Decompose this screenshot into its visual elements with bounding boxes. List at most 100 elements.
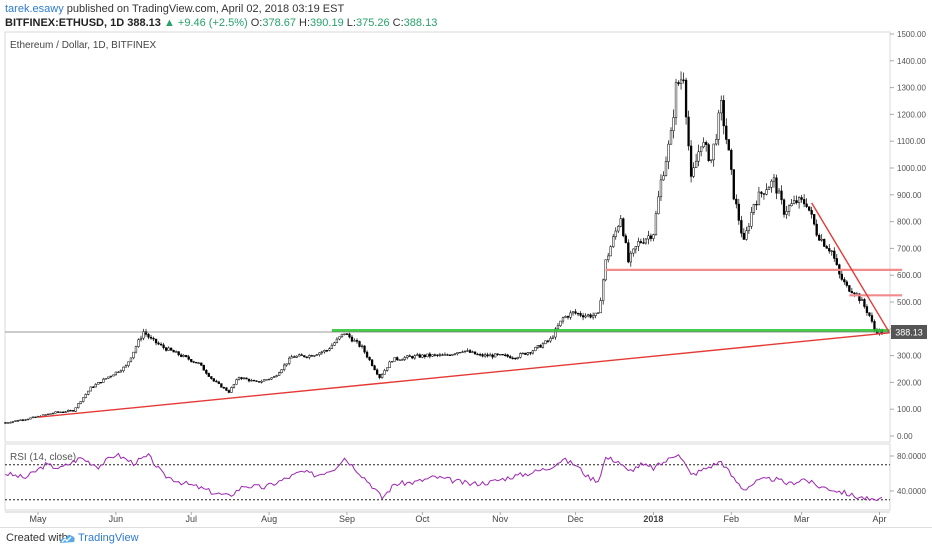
candle-body xyxy=(689,145,693,177)
candle-body xyxy=(320,351,323,354)
candle-body xyxy=(747,226,751,232)
candle-body xyxy=(406,355,409,358)
candle-body xyxy=(275,375,278,377)
candle-body xyxy=(612,236,615,247)
candle-body xyxy=(64,411,67,413)
candle-body xyxy=(772,177,776,182)
candle-body xyxy=(458,351,462,354)
candle-body xyxy=(594,312,597,316)
price-tick-label: 1200.00 xyxy=(897,110,926,119)
candle-body xyxy=(227,390,231,393)
candle-body xyxy=(740,220,743,234)
candle-body xyxy=(657,196,660,215)
candle-body xyxy=(466,350,469,352)
candle-body xyxy=(139,337,143,340)
candle-body xyxy=(21,419,25,421)
candle-body xyxy=(79,401,82,404)
author-link[interactable]: tarek.esawy xyxy=(5,3,64,15)
candle-body xyxy=(544,340,547,345)
candle-body xyxy=(516,357,519,359)
candle-body xyxy=(742,232,745,240)
time-tick-label: May xyxy=(29,514,47,524)
candle-body xyxy=(355,340,359,342)
candle-body xyxy=(509,356,512,359)
candle-body xyxy=(9,422,12,424)
price-tick-label: 1500.00 xyxy=(897,30,926,39)
candle-body xyxy=(637,241,640,247)
candle-body xyxy=(232,383,236,388)
candle-body xyxy=(549,338,552,342)
candle-body xyxy=(865,306,869,313)
candle-body xyxy=(684,79,688,118)
candle-body xyxy=(61,411,65,414)
candle-body xyxy=(599,300,602,314)
candle-body xyxy=(586,314,590,317)
candle-body xyxy=(566,316,570,318)
candle-body xyxy=(694,160,698,168)
candle-body xyxy=(745,230,748,240)
candle-body xyxy=(386,367,389,371)
candle-body xyxy=(785,211,788,215)
candle-body xyxy=(860,299,864,301)
candle-body xyxy=(524,352,527,355)
candle-body xyxy=(159,343,163,346)
candle-body xyxy=(511,357,514,360)
candle-body xyxy=(122,366,125,372)
candle-body xyxy=(180,354,183,357)
chart-title: Ethereum / Dollar, 1D, BITFINEX xyxy=(10,40,157,51)
candle-body xyxy=(529,352,532,354)
candle-body xyxy=(333,342,336,346)
candle-body xyxy=(488,354,492,357)
candle-body xyxy=(546,340,550,342)
candle-body xyxy=(54,411,57,414)
candle-body xyxy=(370,359,374,366)
candle-body xyxy=(19,419,22,422)
close-label: C: xyxy=(392,17,404,29)
candle-body xyxy=(378,373,381,378)
candle-body xyxy=(584,315,587,318)
low-label: L: xyxy=(346,17,356,29)
candle-body xyxy=(255,380,258,382)
candle-body xyxy=(642,242,645,244)
candle-body xyxy=(197,362,200,364)
rsi-title: RSI (14, close) xyxy=(10,452,77,463)
candle-body xyxy=(335,338,339,344)
tradingview-logo-icon[interactable] xyxy=(58,531,76,547)
candle-body xyxy=(483,354,487,357)
price-tick-label: 1000.00 xyxy=(897,164,926,173)
candle-body xyxy=(257,381,261,383)
candle-body xyxy=(252,379,256,382)
candle-body xyxy=(589,314,592,318)
candle-body xyxy=(755,204,758,206)
rsi-pane xyxy=(4,443,891,511)
candle-body xyxy=(853,292,856,295)
candle-body xyxy=(265,379,268,381)
candle-body xyxy=(272,376,276,378)
candle-body xyxy=(602,279,605,301)
candle-body xyxy=(295,355,298,358)
rising-trendline xyxy=(37,332,890,418)
candle-body xyxy=(461,351,464,353)
candle-body xyxy=(705,142,708,145)
candle-body xyxy=(373,365,376,371)
candle-body xyxy=(720,100,723,114)
candle-body xyxy=(230,387,233,393)
candle-body xyxy=(775,177,778,194)
candle-body xyxy=(328,348,331,351)
candle-body xyxy=(109,375,112,378)
tradingview-brand-link[interactable]: TradingView xyxy=(78,532,139,544)
candle-body xyxy=(506,354,509,357)
candle-body xyxy=(398,359,401,361)
candle-body xyxy=(833,250,836,259)
high-value: 390.19 xyxy=(310,17,344,29)
candle-body xyxy=(134,346,138,353)
candle-body xyxy=(456,352,459,355)
candle-body xyxy=(609,246,612,257)
symbol-info: BITFINEX:ETHUSD, 1D 388.13 ▲ +9.46 (+2.5… xyxy=(5,17,437,29)
publish-text: published on TradingView.com, April 02, … xyxy=(66,3,345,15)
candle-body xyxy=(870,315,874,322)
candle-body xyxy=(202,365,205,371)
candle-body xyxy=(142,331,145,339)
candle-body xyxy=(288,357,291,365)
